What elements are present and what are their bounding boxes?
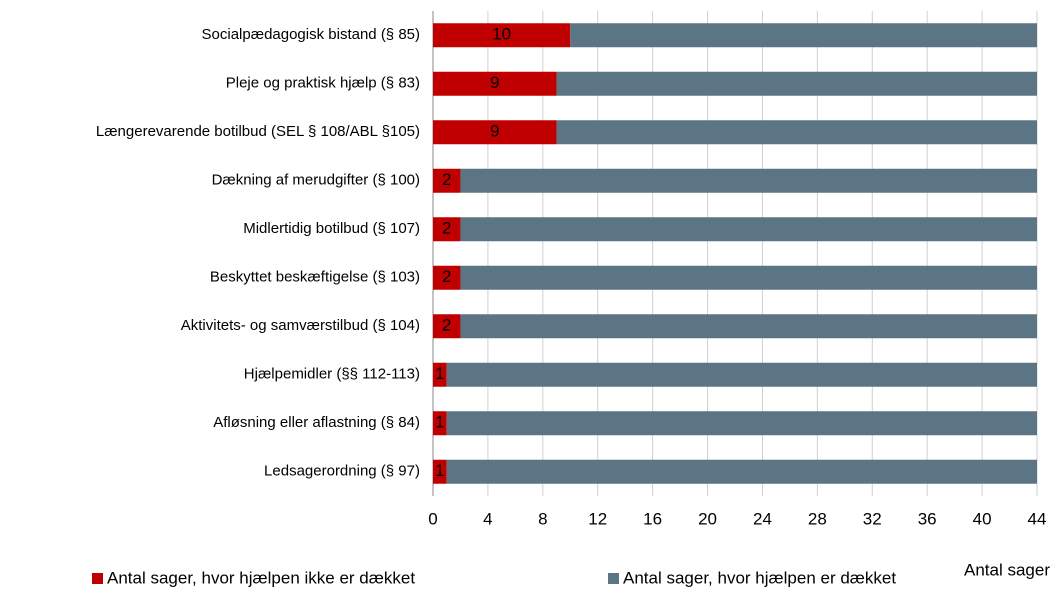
y-tick-label: Afløsning eller aflastning (§ 84) (213, 414, 420, 431)
data-label: 1 (435, 461, 444, 480)
bar-segment (433, 362, 447, 387)
y-tick-label: Hjælpemidler (§§ 112-113) (244, 366, 420, 383)
x-tick-label: 0 (428, 509, 437, 528)
y-tick-label: Midlertidig botilbud (§ 107) (243, 220, 420, 237)
y-tick-label: Længerevarende botilbud (SEL § 108/ABL §… (96, 123, 420, 140)
y-tick-label: Ledsagerordning (§ 97) (264, 463, 420, 480)
data-label: 1 (435, 413, 444, 432)
x-tick-label: 8 (538, 509, 547, 528)
data-label: 9 (490, 73, 499, 92)
bar-segment (433, 71, 557, 96)
y-tick-label: Pleje og praktisk hjælp (§ 83) (226, 75, 420, 92)
data-label: 2 (442, 170, 451, 189)
bar-segment (433, 411, 447, 436)
legend-swatch (92, 573, 103, 584)
bar-segment (433, 314, 461, 339)
data-label: 2 (442, 267, 451, 286)
bar-segment (446, 362, 1037, 387)
bar-segment (460, 314, 1037, 339)
bar-segment (446, 459, 1037, 484)
x-axis-label: Antal sager (964, 560, 1050, 579)
bar-segment (446, 411, 1037, 436)
x-tick-label: 36 (918, 509, 937, 528)
x-tick-label: 44 (1028, 509, 1047, 528)
data-label: 2 (442, 219, 451, 238)
legend-swatch (608, 573, 619, 584)
bar-segment (433, 265, 461, 290)
x-tick-label: 12 (588, 509, 607, 528)
data-label: 2 (442, 316, 451, 335)
bar-segment (460, 168, 1037, 193)
x-tick-label: 4 (483, 509, 492, 528)
x-tick-label: 20 (698, 509, 717, 528)
bar-segment (556, 120, 1037, 145)
bar-segment (460, 217, 1037, 242)
y-tick-label: Aktivitets- og samværstilbud (§ 104) (181, 317, 420, 334)
bar-segment (433, 217, 461, 242)
y-tick-label: Socialpædagogisk bistand (§ 85) (202, 26, 420, 43)
bar-segment (570, 23, 1037, 48)
data-label: 10 (492, 25, 511, 44)
data-label: 9 (490, 122, 499, 141)
bar-segment (433, 459, 447, 484)
y-tick-label: Beskyttet beskæftigelse (§ 103) (210, 269, 420, 286)
data-label: 1 (435, 364, 444, 383)
legend-label: Antal sager, hvor hjælpen ikke er dækket (107, 568, 415, 587)
legend-label: Antal sager, hvor hjælpen er dækket (623, 568, 896, 587)
x-tick-label: 28 (808, 509, 827, 528)
bar-segment (460, 265, 1037, 290)
x-tick-label: 40 (973, 509, 992, 528)
x-tick-label: 16 (643, 509, 662, 528)
bar-segment (433, 168, 461, 193)
bar-segment (433, 23, 571, 48)
bar-segment (433, 120, 557, 145)
x-tick-label: 24 (753, 509, 772, 528)
x-tick-label: 32 (863, 509, 882, 528)
y-tick-label: Dækning af merudgifter (§ 100) (212, 172, 420, 189)
bar-segment (556, 71, 1037, 96)
